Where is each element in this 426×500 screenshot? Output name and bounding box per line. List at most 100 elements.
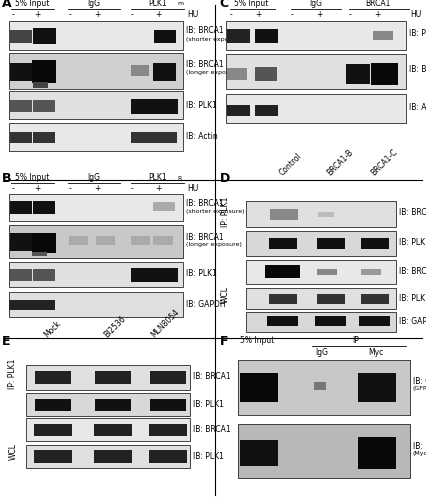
Text: +: + [317,10,323,18]
Bar [9,262,183,287]
Bar [358,437,396,468]
Bar [9,21,183,50]
Text: IB: GAPDH: IB: GAPDH [399,318,426,326]
Text: +: + [34,10,40,18]
Bar [32,252,47,256]
Bar [96,236,115,245]
Text: IB: GAPDH: IB: GAPDH [187,300,226,309]
Bar [9,123,183,150]
Text: IB: PLK1: IB: PLK1 [193,400,224,409]
Bar [153,63,176,81]
Bar [26,418,190,442]
Bar [255,67,276,81]
Bar [227,30,250,43]
Text: (shorter exposure): (shorter exposure) [187,37,245,42]
Text: (GFP-BRCA1): (GFP-BRCA1) [413,386,426,392]
Bar [268,294,296,304]
Text: B: B [2,172,12,186]
Text: -: - [131,184,133,193]
Bar [95,370,131,384]
Bar [361,269,381,276]
Bar [153,99,178,114]
Text: D: D [219,172,230,186]
Bar [227,68,247,80]
Text: +: + [94,184,100,193]
Text: +: + [255,10,262,18]
Bar [94,424,132,436]
Bar [35,398,72,411]
Text: +: + [374,10,381,18]
Bar [238,424,410,478]
Text: m: m [178,1,184,6]
Text: IB: Actin: IB: Actin [187,132,218,141]
Text: IB: PLK1: IB: PLK1 [193,452,224,460]
Bar [225,54,406,89]
Bar [34,424,72,436]
Text: -: - [290,10,293,18]
Bar [9,52,183,89]
Bar [373,31,393,40]
Bar [227,104,250,116]
Bar [10,234,32,251]
Text: (Myc-hBora): (Myc-hBora) [413,452,426,456]
Text: Control: Control [278,151,304,177]
Bar [131,132,155,143]
Text: (longer exposure): (longer exposure) [187,70,242,76]
Bar [255,30,278,43]
Text: HU: HU [187,10,199,18]
Text: IB: BRCA1: IB: BRCA1 [187,60,224,69]
Bar [26,394,190,416]
Bar [32,232,56,253]
Bar [149,450,187,462]
Text: +: + [94,10,100,18]
Text: IB: BRCA1: IB: BRCA1 [187,26,224,36]
Bar [314,382,325,390]
Text: -: - [348,10,351,18]
Bar [153,268,178,282]
Bar [265,266,299,278]
Text: (shorter exposure): (shorter exposure) [187,209,245,214]
Text: C: C [219,0,229,10]
Text: IB: GFP: IB: GFP [413,377,426,386]
Text: IB: BRCA1: IB: BRCA1 [187,199,224,208]
Text: WCL: WCL [221,286,230,303]
Text: IB: PLK1: IB: PLK1 [409,29,426,38]
Bar [268,238,296,250]
Bar [358,374,396,402]
Text: -: - [69,10,72,18]
Bar [131,268,155,282]
Bar [26,445,190,468]
Bar [131,236,150,245]
Bar [361,294,389,304]
Bar [361,238,389,250]
Text: IB: Myc: IB: Myc [413,442,426,451]
Text: IB: BRCA1: IB: BRCA1 [193,425,230,434]
Bar [9,92,183,119]
Bar [359,316,390,326]
Bar [69,236,89,245]
Text: Mock: Mock [43,319,63,340]
Bar [32,60,56,83]
Bar [245,312,396,332]
Bar [33,202,55,214]
Bar [225,94,406,123]
Bar [153,132,177,143]
Bar [346,64,370,84]
Bar [270,209,298,220]
Bar [10,30,32,42]
Bar [34,450,72,462]
Text: -: - [12,10,14,18]
Text: Myc: Myc [368,348,383,356]
Text: IB: BRCA1: IB: BRCA1 [399,208,426,216]
Bar [10,63,32,81]
Bar [149,424,187,436]
Text: E: E [2,335,11,348]
Text: HU: HU [411,10,422,18]
Text: IB: BRCA1: IB: BRCA1 [193,372,230,381]
Text: BRCA1-B: BRCA1-B [325,148,355,177]
Text: IgG: IgG [87,0,100,8]
Text: 5% Input: 5% Input [15,0,49,8]
Text: IB: BRCA1: IB: BRCA1 [409,65,426,74]
Bar [9,292,183,318]
Bar [9,300,55,310]
